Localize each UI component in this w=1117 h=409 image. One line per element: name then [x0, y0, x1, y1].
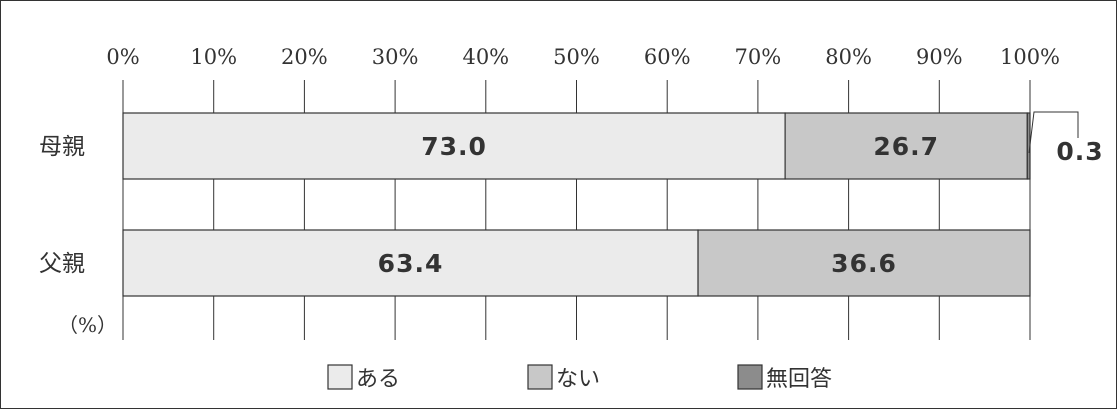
x-tick-label: 60% [644, 45, 691, 69]
data-label: 73.0 [421, 132, 487, 161]
legend-label: ある [356, 367, 400, 392]
x-tick-label: 70% [735, 45, 782, 69]
x-tick-label: 80% [825, 45, 872, 69]
legend-label: ない [556, 367, 600, 392]
legend-swatch [738, 365, 762, 389]
category-label: 母親 [39, 134, 85, 160]
x-tick-label: 10% [190, 45, 237, 69]
data-label: 26.7 [873, 132, 939, 161]
data-label: 63.4 [378, 249, 444, 278]
x-tick-label: 100% [1000, 45, 1060, 69]
category-label: 父親 [39, 251, 85, 277]
data-label: 36.6 [831, 249, 897, 278]
legend-label: 無回答 [766, 367, 832, 392]
x-tick-label: 30% [372, 45, 419, 69]
data-label: 0.3 [1056, 137, 1103, 166]
x-tick-label: 20% [281, 45, 328, 69]
unit-label: （%） [58, 313, 117, 337]
x-tick-label: 0% [106, 45, 139, 69]
legend-swatch [528, 365, 552, 389]
legend-swatch [328, 365, 352, 389]
x-tick-label: 50% [553, 45, 600, 69]
x-tick-label: 90% [916, 45, 963, 69]
x-tick-label: 40% [462, 45, 509, 69]
